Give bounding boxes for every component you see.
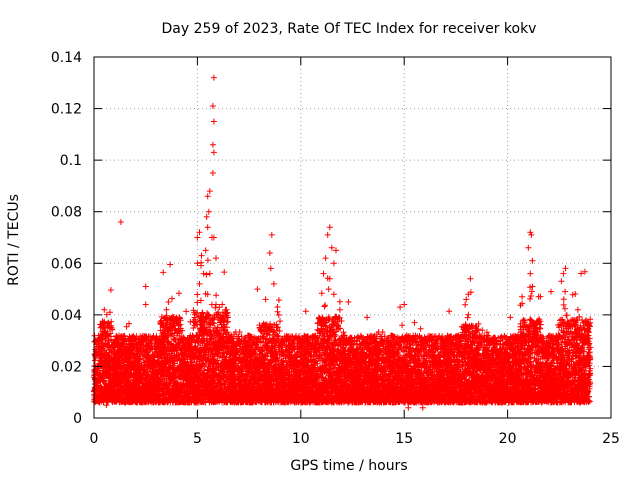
x-tick-label: 25: [602, 431, 620, 447]
x-tick-label: 10: [292, 431, 310, 447]
x-axis: 0 5 10 15 20 25: [90, 57, 620, 447]
chart-title: Day 259 of 2023, Rate Of TEC Index for r…: [162, 21, 537, 37]
x-tick-label: 0: [90, 431, 99, 447]
y-tick-label: 0.1: [60, 153, 82, 169]
y-tick-label: 0.08: [51, 205, 82, 221]
x-axis-label: GPS time / hours: [290, 458, 407, 474]
y-tick-label: 0.06: [51, 256, 82, 272]
y-axis: 0 0.02 0.04 0.06 0.08 0.1 0.12 0.14: [51, 50, 611, 427]
y-tick-label: 0.02: [51, 359, 82, 375]
y-tick-label: 0.14: [51, 50, 82, 66]
x-tick-label: 15: [395, 431, 413, 447]
y-axis-label: ROTI / TECUs: [6, 194, 22, 286]
y-tick-label: 0.04: [51, 308, 82, 324]
plot-frame: [93, 56, 612, 419]
x-tick-label: 20: [499, 431, 517, 447]
y-tick-label: 0.12: [51, 102, 82, 118]
y-tick-label: 0: [73, 411, 82, 427]
x-tick-label: 5: [193, 431, 202, 447]
